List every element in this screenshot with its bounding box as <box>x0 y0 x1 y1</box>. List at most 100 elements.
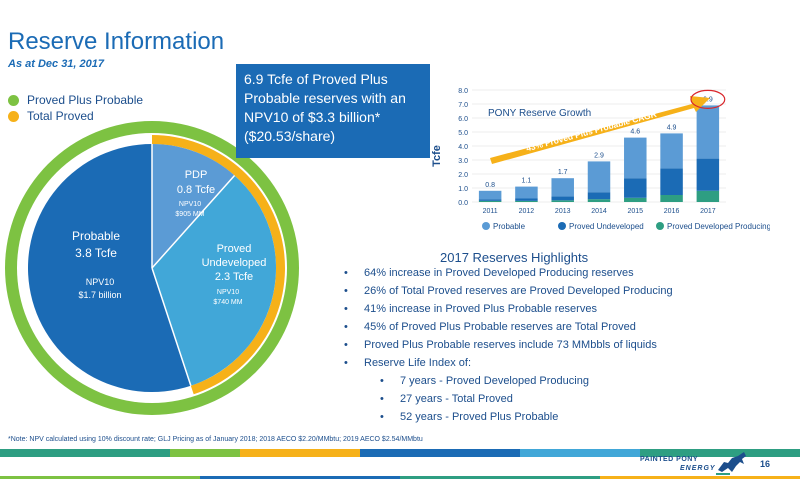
bullet-item: 64% increase in Proved Developed Produci… <box>340 264 673 282</box>
x-tick-label: 2016 <box>664 208 680 215</box>
page-number: 16 <box>760 459 771 469</box>
legend-dot-icon <box>656 222 664 230</box>
pud-title-2: Undeveloped <box>202 257 267 269</box>
npv-callout: 6.9 Tcfe of Proved Plus Probable reserve… <box>236 64 430 158</box>
donut-legend: Proved Plus Probable Total Proved <box>8 92 143 124</box>
sub-bullet-item: 27 years - Total Proved <box>340 390 673 408</box>
y-tick-label: 3.0 <box>458 158 468 165</box>
y-tick-label: 8.0 <box>458 88 468 95</box>
page-title: Reserve Information <box>8 28 225 55</box>
footer-thin-bar <box>0 476 800 479</box>
bar-segment <box>478 190 502 200</box>
logo-text-energy: ENERGY <box>680 465 716 472</box>
x-tick-label: 2011 <box>483 208 498 215</box>
bar-segment <box>478 200 502 202</box>
x-tick-label: 2013 <box>555 208 571 215</box>
horse-logo-icon <box>716 452 746 475</box>
bullet-item: Reserve Life Index of: <box>340 354 673 372</box>
pud-slice <box>152 175 276 386</box>
slice-divider <box>151 174 236 269</box>
logo-text: PAINTED PONY <box>640 456 698 463</box>
probable-npv: $1.7 billion <box>78 290 121 300</box>
bar-segment <box>660 195 683 202</box>
bullet-item: 26% of Total Proved reserves are Proved … <box>340 282 673 300</box>
bar-segment <box>478 199 502 201</box>
bar-total-label: 4.9 <box>667 124 677 131</box>
legend-label: Proved Plus Probable <box>27 93 144 107</box>
page-subtitle: As at Dec 31, 2017 <box>8 58 105 70</box>
x-tick-label: 2014 <box>591 208 607 215</box>
reserve-growth-chart: Tcfe PONY Reserve Growth 0.0 1.0 2.0 3.0 4.0… <box>431 88 770 231</box>
x-tick-label: 2012 <box>519 208 535 215</box>
y-tick-label: 6.0 <box>458 116 468 123</box>
bar-segment <box>551 200 574 202</box>
legend-dot-icon <box>482 222 490 230</box>
bar-total-label: 1.7 <box>558 169 568 176</box>
bar-segment <box>551 178 574 197</box>
probable-npv-label: NPV10 <box>86 277 115 287</box>
green-dot-icon <box>8 94 19 106</box>
bar-segment <box>515 186 538 199</box>
bar-segment <box>624 178 647 198</box>
legend-item-total-proved: Total Proved <box>8 108 143 124</box>
bar-segment <box>515 198 538 201</box>
y-tick-label: 4.0 <box>458 144 468 151</box>
pud-title: Proved <box>217 243 252 255</box>
chart-legend-label: Probable <box>493 222 526 231</box>
y-tick-label: 1.0 <box>458 186 468 193</box>
y-tick-label: 0.0 <box>458 200 468 207</box>
bar-segment <box>587 199 611 202</box>
y-tick-label: 7.0 <box>458 102 468 109</box>
highlight-ring <box>690 89 726 109</box>
y-axis-label: Tcfe <box>431 145 443 167</box>
x-tick-label: 2015 <box>627 208 643 215</box>
bar-segment <box>660 168 683 195</box>
pdp-value: 0.8 Tcfe <box>177 184 215 196</box>
y-tick-label: 5.0 <box>458 130 468 137</box>
slice-divider <box>151 267 192 386</box>
bar-segment <box>696 190 720 202</box>
bar-segment <box>587 192 611 200</box>
pdp-slice <box>152 144 235 268</box>
highlights-title: 2017 Reserves Highlights <box>440 250 589 265</box>
bar-total-label: 4.6 <box>630 129 640 136</box>
y-tick-label: 2.0 <box>458 172 468 179</box>
bar-segment <box>515 200 538 202</box>
footnote: *Note: NPV calculated using 10% discount… <box>8 436 423 443</box>
bar-segment <box>624 197 647 202</box>
legend-item-proved-plus-probable: Proved Plus Probable <box>8 92 143 108</box>
chart-legend-label: Proved Developed Producing <box>667 222 770 231</box>
bullet-item: 41% increase in Proved Plus Probable res… <box>340 300 673 318</box>
probable-slice <box>27 144 191 392</box>
bar-segment <box>551 196 574 201</box>
bar-total-label: 0.8 <box>485 182 495 189</box>
legend-dot-icon <box>558 222 566 230</box>
sub-bullet-item: 7 years - Proved Developed Producing <box>340 372 673 390</box>
bullet-item: Proved Plus Probable reserves include 73… <box>340 336 673 354</box>
probable-title: Probable <box>72 229 120 243</box>
probable-value: 3.8 Tcfe <box>75 246 117 260</box>
pdp-npv: $905 MM <box>175 211 204 218</box>
pud-npv: $740 MM <box>213 299 242 306</box>
x-tick-label: 2017 <box>700 208 716 215</box>
reserves-donut: Probable 3.8 Tcfe NPV10 $1.7 billion PDP… <box>5 121 299 415</box>
chart-legend-label: Proved Undeveloped <box>569 222 644 231</box>
bar-total-label: 1.1 <box>522 178 532 185</box>
bar-segment <box>624 137 647 179</box>
bar-segment <box>660 133 683 169</box>
legend-label: Total Proved <box>27 109 94 123</box>
pud-value: 2.3 Tcfe <box>215 271 253 283</box>
cagr-arrow <box>490 96 710 164</box>
bar-total-label: 2.9 <box>594 152 604 159</box>
pdp-npv-label: NPV10 <box>179 201 201 208</box>
chart-title: PONY Reserve Growth <box>488 108 591 119</box>
pud-npv-label: NPV10 <box>217 289 239 296</box>
pdp-title: PDP <box>185 169 208 181</box>
footer-color-bar <box>0 449 800 457</box>
sub-bullet-item: 52 years - Proved Plus Probable <box>340 408 673 426</box>
highlights-list: 64% increase in Proved Developed Produci… <box>340 264 673 426</box>
bar-segment <box>696 105 720 159</box>
orange-dot-icon <box>8 110 19 122</box>
bar-segment <box>587 161 611 193</box>
